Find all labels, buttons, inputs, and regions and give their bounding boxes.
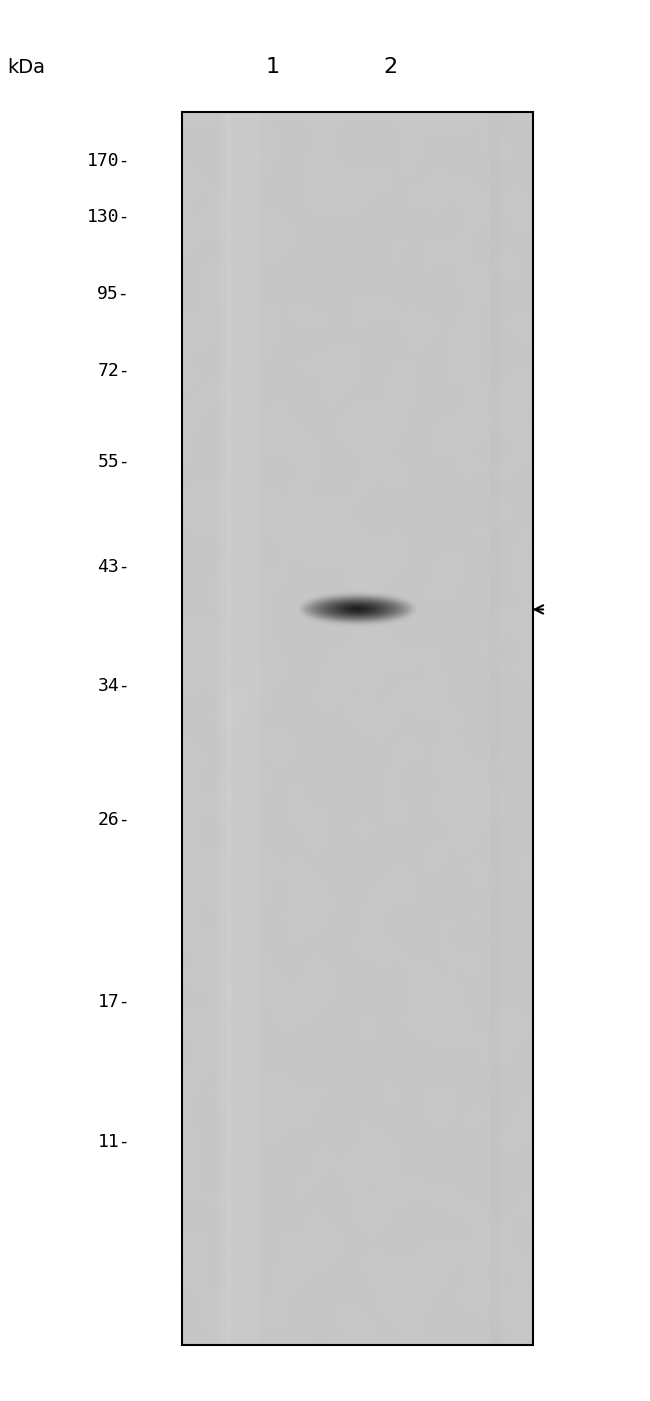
Text: 11-: 11- xyxy=(98,1133,130,1150)
Text: 170-: 170- xyxy=(86,153,130,170)
Text: 55-: 55- xyxy=(98,454,130,471)
Bar xyxy=(182,112,533,1345)
Text: 26-: 26- xyxy=(98,811,130,828)
Text: 43-: 43- xyxy=(98,559,130,576)
Text: kDa: kDa xyxy=(7,57,45,77)
Text: 1: 1 xyxy=(266,57,280,77)
Text: 2: 2 xyxy=(383,57,397,77)
Text: 34-: 34- xyxy=(98,678,130,695)
Text: 95-: 95- xyxy=(98,286,130,303)
Text: 17-: 17- xyxy=(98,993,130,1010)
Text: 130-: 130- xyxy=(86,209,130,226)
Text: 72-: 72- xyxy=(98,363,130,380)
